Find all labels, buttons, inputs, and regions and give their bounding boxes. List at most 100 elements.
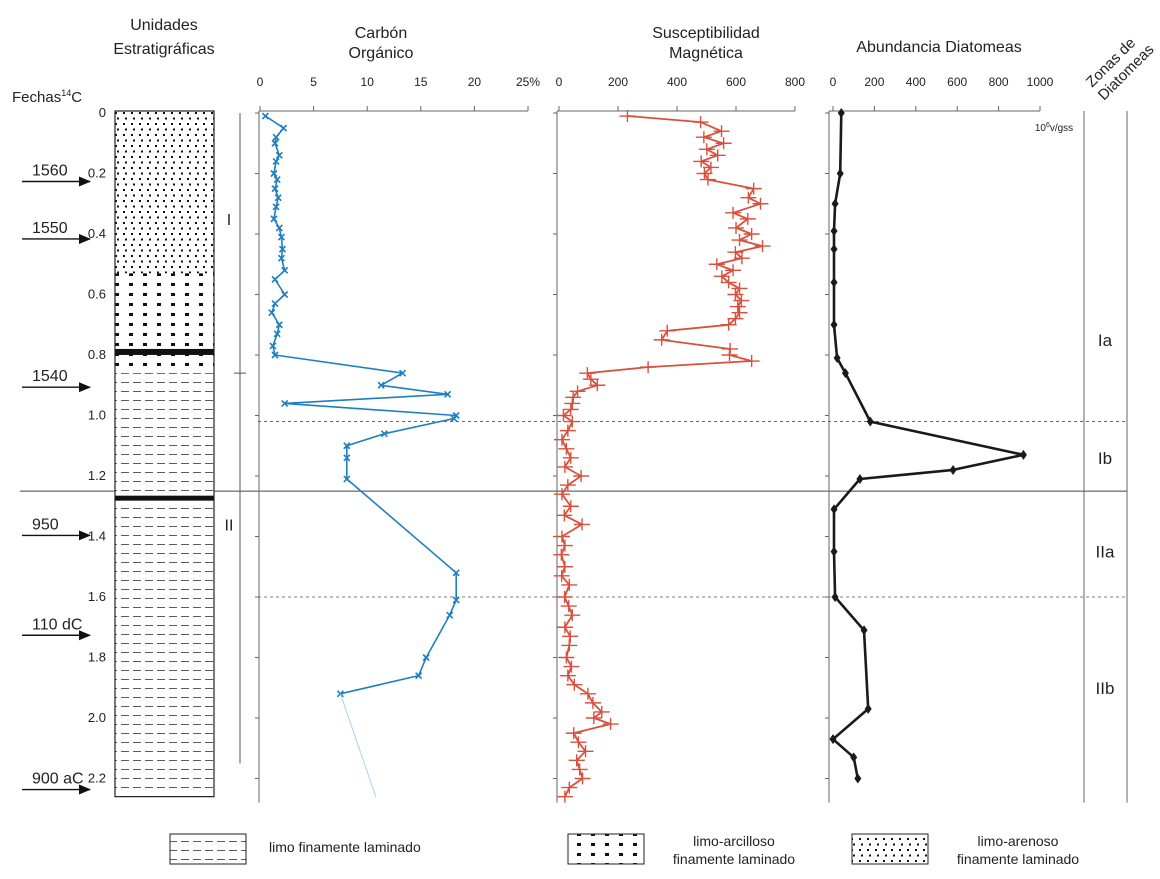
carbon-data-point: [452, 569, 460, 577]
suscept-data-point: [693, 155, 710, 168]
diatom-data-point: [841, 368, 849, 379]
suscept-data-point: [733, 294, 750, 307]
suscept-data-point: [582, 373, 599, 386]
suscept-data-point: [556, 790, 573, 803]
carbon-x-tick-label: 5: [310, 75, 317, 89]
depth-tick-label: 0.8: [88, 347, 106, 362]
diatom-header: Abundancia Diatomeas: [856, 39, 1021, 56]
carbon-data-point: [343, 442, 351, 450]
suscept-data-point: [733, 252, 750, 265]
carbon-header-line2: Orgánico: [349, 45, 414, 62]
suscept-data-point: [731, 234, 748, 247]
suscept-data-point: [696, 167, 713, 180]
legend-label: finamente laminado: [957, 851, 1079, 867]
suscept-data-point: [559, 479, 576, 492]
carbon-data-point: [343, 454, 351, 462]
carbon-series-line: [264, 115, 457, 695]
suscept-data-point: [745, 182, 762, 195]
suscept-data-point: [754, 240, 771, 253]
carbon-x-tick-label: 15: [414, 75, 428, 89]
suscept-data-point: [560, 600, 577, 613]
carbon-data-point: [450, 414, 458, 423]
suscept-data-point: [559, 424, 576, 437]
diatom-data-point: [836, 168, 844, 179]
suscept-data-point: [585, 712, 602, 724]
suscept-data-point: [739, 212, 756, 225]
unit-label: I: [227, 212, 231, 229]
suscept-data-point: [731, 306, 748, 319]
carbon-data-point: [270, 169, 278, 178]
suscept-data-point: [562, 630, 579, 643]
suscept-data-point: [728, 221, 744, 234]
suscept-data-point: [553, 488, 570, 501]
carbon-data-point: [275, 321, 283, 329]
suscept-data-point: [553, 433, 570, 446]
suscept-data-point: [569, 385, 586, 398]
diatom-data-point: [829, 734, 837, 745]
dates-header-label: Fechas: [12, 89, 61, 106]
unit-dark-band: [115, 495, 214, 501]
suscept-data-point: [743, 228, 760, 240]
suscept-data-point: [708, 258, 725, 271]
carbon-data-point: [261, 112, 269, 120]
suscept-data-point: [570, 736, 587, 749]
carbon-data-point: [452, 596, 460, 604]
depth-tick-label: 1.4: [88, 529, 106, 544]
diatom-x-tick-label: 200: [864, 75, 884, 89]
suscept-data-point: [720, 276, 737, 289]
depth-tick-label: 2.0: [88, 710, 106, 725]
suscept-data-point: [571, 763, 588, 776]
suscept-data-point: [731, 282, 748, 295]
suscept-x-tick-label: 200: [608, 75, 628, 89]
diatom-data-point: [854, 773, 862, 784]
carbon-data-point: [343, 475, 351, 483]
diatom-data-point: [831, 592, 839, 602]
diatom-data-point: [830, 277, 838, 288]
diatom-unit-label: 106v/gss: [1035, 122, 1073, 134]
depth-tick-label: 0.4: [88, 226, 106, 241]
suscept-data-point: [725, 264, 742, 277]
suscept-data-point: [699, 173, 716, 186]
suscept-data-point: [752, 197, 769, 210]
carbon-data-point: [446, 611, 454, 619]
suscept-data-point: [564, 415, 581, 428]
suscept-data-point: [729, 300, 746, 313]
diatom-unit-superscript: 6: [1046, 122, 1050, 129]
carbon-data-point: [280, 124, 288, 132]
diatom-data-point: [850, 752, 858, 763]
suscept-x-tick-label: 600: [726, 75, 746, 89]
carbon-data-point: [281, 290, 289, 299]
diatom-x-tick-label: 800: [989, 75, 1009, 89]
legend-label: limo-arenoso: [978, 833, 1059, 849]
depth-tick-label: 1.6: [88, 589, 106, 604]
suscept-data-point: [556, 509, 573, 522]
suscept-data-point: [727, 312, 744, 325]
date-label: 110 dC: [32, 616, 82, 633]
suscept-data-point: [561, 639, 578, 652]
depth-tick-label: 0.2: [88, 166, 106, 181]
carbon-data-point: [415, 672, 423, 680]
depth-tick-label: 0.6: [88, 287, 106, 302]
carbon-data-point: [380, 430, 388, 438]
zone-label: IIb: [1096, 679, 1115, 698]
suscept-data-point: [619, 110, 636, 123]
suscept-data-point: [565, 727, 582, 740]
diatom-unit-base: 10: [1035, 123, 1047, 134]
diatom-x-tick-label: 1000: [1027, 75, 1054, 89]
carbon-data-point: [444, 390, 452, 398]
suscept-data-point: [564, 609, 581, 622]
suscept-data-point: [692, 116, 709, 129]
suscept-data-point: [566, 678, 583, 691]
units-header-line2: Estratigráficas: [113, 41, 214, 58]
suscept-data-point: [579, 367, 596, 380]
depth-tick-label: 2.2: [88, 771, 106, 786]
carbon-data-point: [270, 215, 278, 223]
diatom-data-point: [1019, 449, 1027, 460]
legend-label: limo-arcilloso: [693, 833, 775, 849]
unit-clayey-fill: [115, 273, 214, 374]
diatom-series-line: [831, 112, 1025, 779]
diatom-data-point: [864, 703, 872, 714]
depth-tick-label: 1.8: [88, 650, 106, 665]
suscept-data-point: [640, 361, 657, 374]
